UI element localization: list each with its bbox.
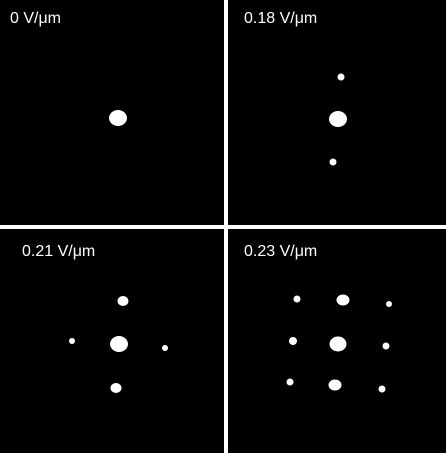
- spot: [286, 378, 294, 386]
- spot: [329, 158, 337, 166]
- spot: [336, 294, 350, 306]
- spot: [382, 342, 390, 350]
- spot: [337, 73, 345, 81]
- spot: [289, 337, 297, 345]
- spot: [69, 338, 75, 344]
- panel-label: 0.18 V/μm: [244, 10, 317, 27]
- spot: [378, 385, 386, 393]
- spots-panel-4: [286, 294, 392, 393]
- spot: [328, 379, 342, 391]
- spot: [386, 301, 392, 307]
- spots-panel-1: [109, 110, 127, 126]
- spot: [329, 336, 347, 352]
- panel-label: 0.23 V/μm: [244, 243, 317, 260]
- panel-label: 0.21 V/μm: [22, 243, 95, 260]
- spots-panel-2: [329, 73, 347, 166]
- spot: [117, 296, 129, 306]
- spot: [162, 345, 168, 351]
- spot: [293, 295, 301, 303]
- spot: [110, 336, 128, 352]
- spots-panel-3: [69, 296, 168, 393]
- spot: [109, 110, 127, 126]
- spot: [329, 111, 347, 127]
- spot: [110, 383, 122, 393]
- panel-label: 0 V/μm: [10, 10, 61, 27]
